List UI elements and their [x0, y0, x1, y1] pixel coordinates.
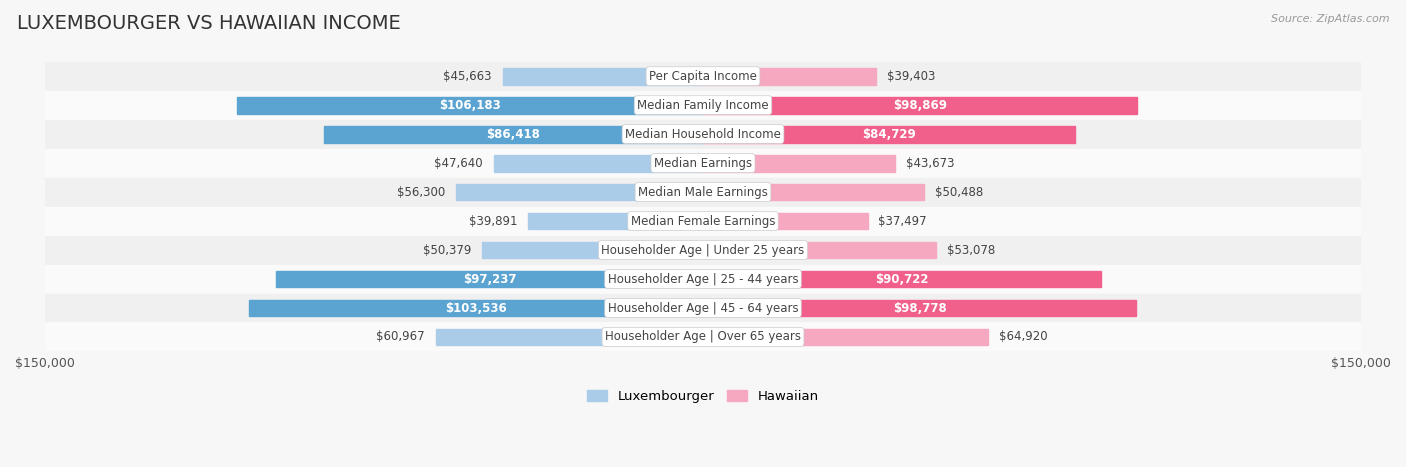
Bar [45, 91, 1361, 120]
Text: $37,497: $37,497 [879, 214, 927, 227]
Bar [456, 184, 703, 200]
Text: Householder Age | Under 25 years: Householder Age | Under 25 years [602, 244, 804, 256]
Text: Householder Age | 25 - 44 years: Householder Age | 25 - 44 years [607, 273, 799, 285]
Text: Median Earnings: Median Earnings [654, 156, 752, 170]
Bar [45, 323, 1361, 352]
Text: $60,967: $60,967 [375, 331, 425, 344]
Text: $64,920: $64,920 [998, 331, 1047, 344]
Bar [45, 294, 1361, 323]
Bar [238, 97, 703, 113]
Bar [703, 329, 988, 346]
Bar [482, 241, 703, 258]
Text: $106,183: $106,183 [439, 99, 501, 112]
Bar [45, 264, 1361, 294]
Bar [703, 184, 925, 200]
Text: $84,729: $84,729 [862, 127, 915, 141]
Text: $56,300: $56,300 [396, 185, 446, 198]
Bar [45, 206, 1361, 235]
Text: $50,488: $50,488 [935, 185, 984, 198]
Bar [529, 212, 703, 229]
Bar [45, 177, 1361, 206]
Text: $45,663: $45,663 [443, 70, 492, 83]
Text: Householder Age | Over 65 years: Householder Age | Over 65 years [605, 331, 801, 344]
Bar [45, 120, 1361, 149]
Text: Median Family Income: Median Family Income [637, 99, 769, 112]
Bar [494, 155, 703, 171]
Text: Median Male Earnings: Median Male Earnings [638, 185, 768, 198]
Bar [45, 149, 1361, 177]
Text: Householder Age | 45 - 64 years: Householder Age | 45 - 64 years [607, 302, 799, 314]
Text: $103,536: $103,536 [446, 302, 506, 314]
Text: $97,237: $97,237 [463, 273, 516, 285]
Legend: Luxembourger, Hawaiian: Luxembourger, Hawaiian [582, 385, 824, 409]
Bar [703, 155, 894, 171]
Bar [703, 97, 1136, 113]
Bar [503, 68, 703, 85]
Bar [45, 235, 1361, 264]
Bar [703, 300, 1136, 317]
Text: Median Female Earnings: Median Female Earnings [631, 214, 775, 227]
Text: $98,869: $98,869 [893, 99, 946, 112]
Text: $47,640: $47,640 [434, 156, 484, 170]
Text: $53,078: $53,078 [946, 244, 995, 256]
Text: $39,891: $39,891 [468, 214, 517, 227]
Bar [277, 270, 703, 287]
Bar [436, 329, 703, 346]
Text: $39,403: $39,403 [887, 70, 935, 83]
Text: Median Household Income: Median Household Income [626, 127, 780, 141]
Bar [703, 241, 936, 258]
Bar [703, 270, 1101, 287]
Text: $86,418: $86,418 [486, 127, 540, 141]
Text: $50,379: $50,379 [423, 244, 471, 256]
Bar [703, 68, 876, 85]
Bar [249, 300, 703, 317]
Text: Per Capita Income: Per Capita Income [650, 70, 756, 83]
Bar [703, 126, 1074, 142]
Text: LUXEMBOURGER VS HAWAIIAN INCOME: LUXEMBOURGER VS HAWAIIAN INCOME [17, 14, 401, 33]
Text: $43,673: $43,673 [905, 156, 955, 170]
Text: $98,778: $98,778 [893, 302, 946, 314]
Bar [45, 62, 1361, 91]
Bar [323, 126, 703, 142]
Text: $90,722: $90,722 [876, 273, 929, 285]
Bar [703, 212, 868, 229]
Text: Source: ZipAtlas.com: Source: ZipAtlas.com [1271, 14, 1389, 24]
